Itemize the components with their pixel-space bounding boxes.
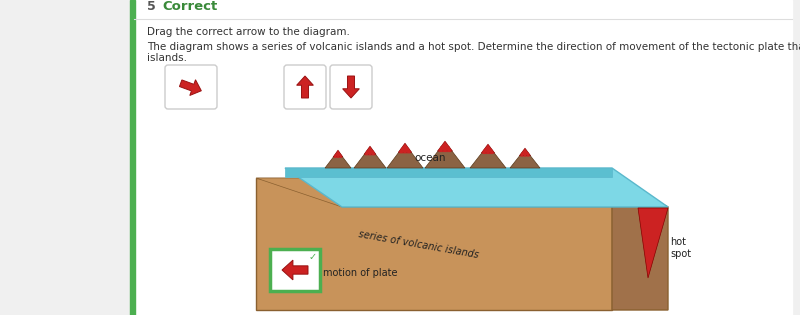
FancyBboxPatch shape bbox=[165, 65, 217, 109]
Polygon shape bbox=[443, 146, 447, 152]
Polygon shape bbox=[368, 150, 372, 155]
Text: islands.: islands. bbox=[147, 53, 187, 63]
Polygon shape bbox=[364, 146, 376, 154]
Polygon shape bbox=[297, 76, 314, 98]
Polygon shape bbox=[256, 178, 612, 310]
Polygon shape bbox=[510, 149, 540, 168]
Polygon shape bbox=[520, 152, 523, 157]
Polygon shape bbox=[490, 148, 494, 154]
Text: hot
spot: hot spot bbox=[670, 237, 691, 259]
Bar bbox=[130, 0, 135, 315]
Polygon shape bbox=[398, 143, 412, 152]
Polygon shape bbox=[339, 153, 342, 158]
Text: Drag the correct arrow to the diagram.: Drag the correct arrow to the diagram. bbox=[147, 27, 350, 37]
Text: ocean: ocean bbox=[414, 153, 446, 163]
Polygon shape bbox=[372, 150, 375, 155]
Polygon shape bbox=[365, 150, 368, 155]
Polygon shape bbox=[438, 146, 443, 152]
Polygon shape bbox=[256, 178, 668, 207]
Polygon shape bbox=[387, 144, 423, 168]
Text: The diagram shows a series of volcanic islands and a hot spot. Determine the dir: The diagram shows a series of volcanic i… bbox=[147, 42, 800, 52]
Polygon shape bbox=[425, 142, 465, 168]
Polygon shape bbox=[523, 152, 526, 157]
Polygon shape bbox=[438, 141, 453, 151]
Polygon shape bbox=[403, 148, 407, 153]
Polygon shape bbox=[482, 148, 486, 154]
Text: Correct: Correct bbox=[162, 1, 218, 14]
Polygon shape bbox=[333, 150, 343, 157]
Text: series of volcanic islands: series of volcanic islands bbox=[358, 230, 480, 261]
Polygon shape bbox=[470, 145, 506, 168]
Polygon shape bbox=[407, 148, 410, 153]
Polygon shape bbox=[481, 144, 495, 153]
FancyBboxPatch shape bbox=[330, 65, 372, 109]
Polygon shape bbox=[399, 148, 403, 153]
Text: ✓: ✓ bbox=[309, 252, 317, 262]
Polygon shape bbox=[354, 147, 386, 168]
Polygon shape bbox=[282, 260, 308, 280]
FancyBboxPatch shape bbox=[270, 249, 320, 291]
Polygon shape bbox=[285, 168, 668, 207]
Polygon shape bbox=[526, 152, 530, 157]
Polygon shape bbox=[179, 80, 202, 95]
Polygon shape bbox=[337, 153, 339, 158]
Polygon shape bbox=[486, 148, 490, 154]
Bar bbox=[134, 0, 792, 315]
Polygon shape bbox=[638, 208, 668, 278]
Polygon shape bbox=[285, 168, 612, 177]
Polygon shape bbox=[612, 178, 668, 310]
Polygon shape bbox=[325, 151, 351, 168]
Text: 5: 5 bbox=[147, 1, 156, 14]
Polygon shape bbox=[334, 153, 337, 158]
Polygon shape bbox=[342, 76, 359, 98]
FancyBboxPatch shape bbox=[284, 65, 326, 109]
Text: motion of plate: motion of plate bbox=[323, 268, 398, 278]
Polygon shape bbox=[447, 146, 451, 152]
Polygon shape bbox=[519, 148, 530, 156]
